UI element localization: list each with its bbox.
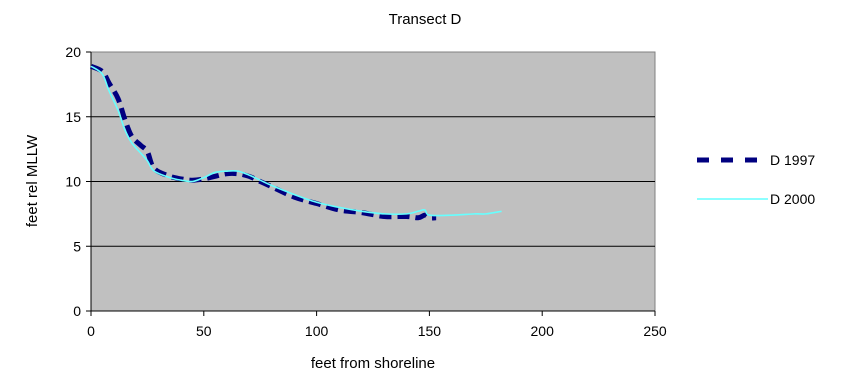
y-tick-label: 15: [65, 109, 81, 125]
legend-label-1: D 1997: [770, 152, 815, 168]
y-axis-label: feet rel MLLW: [24, 134, 41, 227]
series-line-1: [89, 63, 437, 221]
x-axis-label: feet from shoreline: [311, 355, 435, 372]
x-tick-label: 50: [196, 323, 212, 339]
y-tick-label: 10: [65, 174, 81, 190]
x-tick-label: 100: [305, 323, 329, 339]
x-tick-label: 0: [87, 323, 95, 339]
legend-label-2: D 2000: [770, 191, 815, 207]
series-layer: [89, 63, 502, 221]
chart-title: Transect D: [389, 11, 462, 28]
y-tick-label: 5: [73, 238, 81, 254]
axes: [86, 51, 656, 316]
series-line-2: [90, 65, 502, 217]
y-tick-label: 20: [65, 44, 81, 60]
legend: D 1997 D 2000: [697, 152, 815, 207]
x-tick-label: 150: [418, 323, 442, 339]
y-tick-label: 0: [73, 303, 81, 319]
x-tick-label: 200: [531, 323, 555, 339]
x-tick-label: 250: [643, 323, 667, 339]
